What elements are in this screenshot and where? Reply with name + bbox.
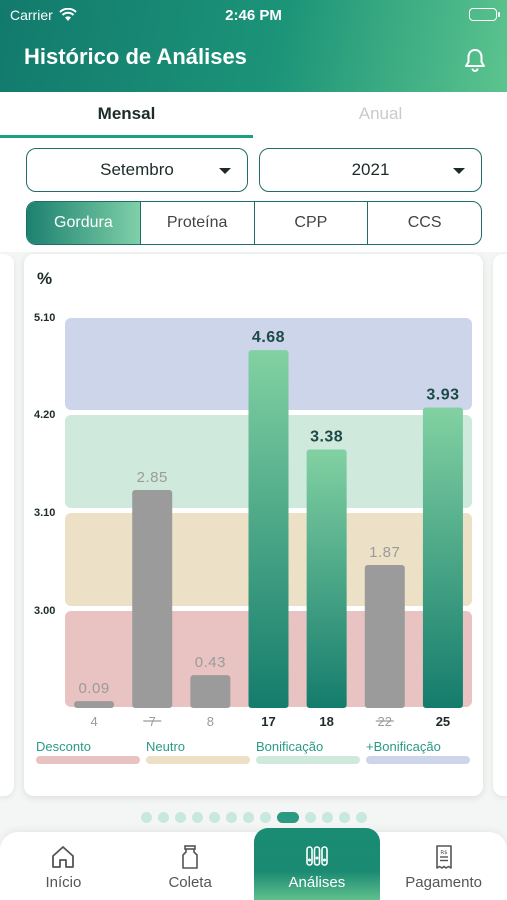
nav-inicio[interactable]: Início: [0, 832, 127, 900]
receipt-icon: R$: [435, 845, 452, 869]
legend-label: Neutro: [146, 739, 185, 754]
page-dot[interactable]: [191, 812, 203, 823]
chart-card: %5.104.203.103.000.0942.8570.4384.68173.…: [24, 254, 483, 796]
svg-text:R$: R$: [440, 850, 448, 856]
page-dot[interactable]: [304, 812, 316, 823]
x-tick-label: 17: [261, 714, 275, 729]
year-select-value: 2021: [351, 160, 390, 179]
analysis-type-segmented: Gordura Proteína CPP CCS: [26, 201, 482, 245]
page-dot[interactable]: [157, 812, 169, 823]
bar-chart: %5.104.203.103.000.0942.8570.4384.68173.…: [34, 269, 472, 764]
page-dot[interactable]: [225, 812, 237, 823]
legend-label: Bonificação: [256, 739, 323, 754]
bar-value-label: 2.85: [137, 469, 168, 486]
page-dot[interactable]: [355, 812, 367, 823]
x-tick-label: 8: [207, 714, 214, 729]
page-dot[interactable]: [140, 812, 152, 823]
legend-swatch: [146, 756, 250, 764]
legend-swatch: [366, 756, 470, 764]
page-title: Histórico de Análises: [24, 44, 247, 69]
bar: [248, 350, 289, 708]
next-chart-card[interactable]: [493, 254, 507, 796]
bar-value-label: 1.87: [369, 544, 400, 561]
x-tick-label: 25: [436, 714, 450, 729]
y-tick-label: 5.10: [34, 312, 55, 324]
page-dot[interactable]: [242, 812, 254, 823]
bar: [422, 407, 463, 708]
nav-analises-label: Análises: [288, 874, 346, 891]
bar: [190, 675, 231, 708]
status-bar: Carrier 2:46 PM: [10, 6, 500, 24]
segment-proteina[interactable]: Proteína: [139, 202, 254, 244]
test-tubes-icon: [306, 846, 328, 866]
bell-icon[interactable]: [461, 46, 489, 74]
nav-coleta[interactable]: Coleta: [127, 832, 254, 900]
filters-panel: Mensal Anual Setembro 2021 Gordura Prote…: [0, 92, 507, 252]
page-dot[interactable]: [276, 812, 299, 823]
status-time: 2:46 PM: [225, 6, 282, 24]
nav-pagamento-label: Pagamento: [405, 874, 482, 891]
month-select[interactable]: Setembro: [26, 148, 248, 192]
page-dot[interactable]: [338, 812, 350, 823]
y-tick-label: 3.10: [34, 507, 55, 519]
y-unit-label: %: [37, 269, 52, 288]
milk-can-icon: [182, 845, 198, 869]
segment-ccs[interactable]: CCS: [367, 202, 481, 244]
tab-mensal[interactable]: Mensal: [0, 92, 253, 138]
bar: [74, 701, 115, 708]
bar-value-label: 4.68: [252, 329, 285, 346]
nav-pagamento[interactable]: R$ Pagamento: [380, 832, 507, 900]
chevron-down-icon: [453, 168, 465, 174]
page-dot[interactable]: [321, 812, 333, 823]
nav-analises[interactable]: Análises: [253, 828, 381, 900]
year-select[interactable]: 2021: [259, 148, 482, 192]
x-tick-label: 4: [90, 714, 97, 729]
bar: [364, 565, 405, 708]
wifi-icon: [59, 8, 77, 21]
page-dot[interactable]: [259, 812, 271, 823]
bar: [132, 490, 173, 708]
tab-anual[interactable]: Anual: [358, 104, 403, 123]
bar-value-label: 0.09: [78, 680, 109, 697]
nav-coleta-label: Coleta: [168, 874, 212, 891]
period-tabs: Mensal Anual: [0, 92, 507, 138]
legend-swatch: [36, 756, 140, 764]
segment-cpp[interactable]: CPP: [253, 202, 368, 244]
previous-chart-card[interactable]: [0, 254, 14, 796]
carrier: Carrier: [10, 7, 77, 23]
nav-inicio-label: Início: [45, 874, 82, 891]
battery-icon: [469, 8, 500, 21]
bar-value-label: 3.93: [426, 386, 459, 403]
legend-swatch: [256, 756, 360, 764]
bottom-nav: Início Coleta Análises R$ Pagamento: [0, 828, 507, 900]
bar-value-label: 3.38: [310, 429, 343, 446]
segment-gordura[interactable]: Gordura: [27, 202, 140, 244]
page-dot[interactable]: [174, 812, 186, 823]
app-header: Carrier 2:46 PM Histórico de Análises: [0, 0, 507, 92]
bar: [306, 449, 347, 708]
chevron-down-icon: [219, 168, 231, 174]
x-tick-label: 18: [319, 714, 333, 729]
legend-label: +Bonificação: [366, 739, 441, 754]
page-indicator[interactable]: [0, 812, 507, 826]
carrier-label: Carrier: [10, 7, 53, 23]
page-dot[interactable]: [208, 812, 220, 823]
bar-value-label: 0.43: [195, 654, 226, 671]
y-tick-label: 4.20: [34, 409, 55, 421]
month-select-value: Setembro: [100, 160, 174, 179]
home-icon: [52, 846, 75, 868]
legend-label: Desconto: [36, 739, 91, 754]
y-tick-label: 3.00: [34, 605, 55, 617]
